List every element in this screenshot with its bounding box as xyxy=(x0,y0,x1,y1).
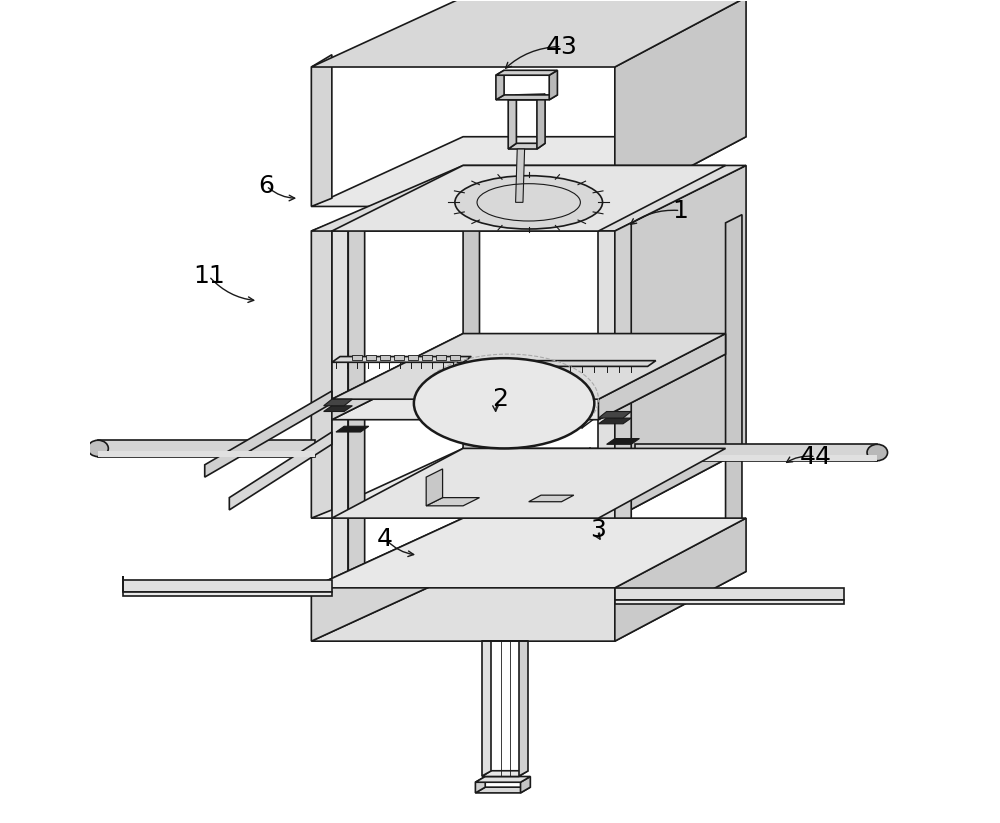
Polygon shape xyxy=(475,776,530,782)
Text: 4: 4 xyxy=(377,527,393,551)
Text: 3: 3 xyxy=(590,518,606,542)
Polygon shape xyxy=(475,787,530,793)
Bar xyxy=(352,355,362,360)
Polygon shape xyxy=(98,440,315,457)
Polygon shape xyxy=(521,776,530,793)
Ellipse shape xyxy=(414,358,594,449)
Polygon shape xyxy=(475,776,485,793)
Bar xyxy=(380,355,390,360)
Polygon shape xyxy=(332,531,730,621)
Polygon shape xyxy=(332,333,463,420)
Polygon shape xyxy=(598,231,615,588)
Polygon shape xyxy=(519,641,528,776)
Text: 1: 1 xyxy=(673,198,688,222)
Polygon shape xyxy=(332,165,726,231)
Polygon shape xyxy=(311,571,746,641)
Polygon shape xyxy=(311,137,746,207)
Polygon shape xyxy=(598,418,631,424)
Polygon shape xyxy=(635,455,877,461)
Polygon shape xyxy=(549,70,557,100)
Polygon shape xyxy=(98,451,315,457)
Polygon shape xyxy=(311,54,332,207)
Polygon shape xyxy=(311,0,746,67)
Polygon shape xyxy=(324,399,352,406)
Polygon shape xyxy=(426,469,443,506)
Polygon shape xyxy=(123,592,332,596)
Polygon shape xyxy=(496,70,504,100)
Polygon shape xyxy=(508,95,516,149)
Polygon shape xyxy=(496,70,557,75)
Polygon shape xyxy=(426,498,479,506)
Polygon shape xyxy=(332,356,471,362)
Text: 11: 11 xyxy=(193,264,225,288)
Polygon shape xyxy=(229,432,332,510)
Polygon shape xyxy=(332,354,726,420)
Bar xyxy=(422,355,432,360)
Polygon shape xyxy=(311,449,746,518)
Polygon shape xyxy=(336,426,369,432)
Polygon shape xyxy=(332,449,726,518)
Polygon shape xyxy=(508,94,545,100)
Bar xyxy=(450,355,460,360)
Polygon shape xyxy=(482,771,528,776)
Polygon shape xyxy=(496,95,557,100)
Polygon shape xyxy=(324,406,352,412)
Polygon shape xyxy=(205,391,332,477)
Text: 6: 6 xyxy=(258,174,274,198)
Polygon shape xyxy=(516,360,656,366)
Bar xyxy=(394,355,404,360)
Bar xyxy=(408,355,418,360)
Polygon shape xyxy=(598,333,726,420)
Text: 44: 44 xyxy=(800,444,832,468)
Polygon shape xyxy=(615,600,844,604)
Polygon shape xyxy=(463,215,479,571)
Polygon shape xyxy=(508,143,545,149)
Ellipse shape xyxy=(88,440,108,457)
Polygon shape xyxy=(615,588,844,600)
Polygon shape xyxy=(615,518,746,641)
Polygon shape xyxy=(598,412,631,418)
Text: 2: 2 xyxy=(492,387,508,412)
Ellipse shape xyxy=(455,175,603,229)
Polygon shape xyxy=(123,579,332,592)
Polygon shape xyxy=(615,223,631,588)
Polygon shape xyxy=(537,94,545,149)
Bar xyxy=(436,355,446,360)
Polygon shape xyxy=(607,439,639,444)
Polygon shape xyxy=(311,165,746,231)
Polygon shape xyxy=(348,223,365,588)
Polygon shape xyxy=(615,0,746,207)
Bar xyxy=(366,355,376,360)
Ellipse shape xyxy=(867,444,888,461)
Polygon shape xyxy=(482,641,491,776)
Polygon shape xyxy=(615,165,746,518)
Polygon shape xyxy=(311,223,332,518)
Polygon shape xyxy=(635,444,877,461)
Polygon shape xyxy=(726,215,742,571)
Polygon shape xyxy=(332,333,726,399)
Polygon shape xyxy=(529,495,574,502)
Polygon shape xyxy=(516,149,525,202)
Text: 43: 43 xyxy=(546,35,577,58)
Polygon shape xyxy=(311,518,746,588)
Polygon shape xyxy=(332,231,348,588)
Polygon shape xyxy=(311,518,463,641)
